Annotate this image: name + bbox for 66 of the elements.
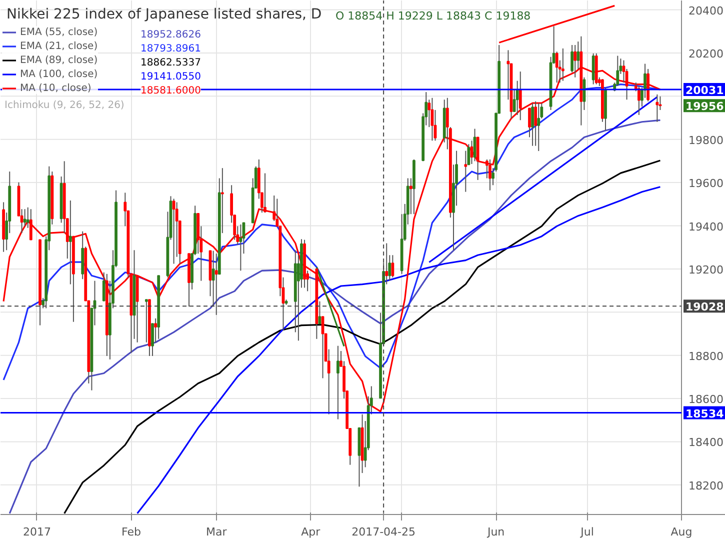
annotation: Ichimoku (9, 26, 52, 26) [4,100,124,111]
candlestick [656,94,659,122]
annotation: 18862.5337 [140,58,201,68]
y-tick-label: 18800 [688,350,724,363]
x-tick-label: Jun [486,526,505,538]
candlestick [537,102,540,152]
legend-label: MA (100, close) [20,68,98,80]
candlestick [391,254,394,278]
annotation: 19956 [686,100,724,114]
candlestick [336,345,340,420]
candlestick [29,208,32,240]
x-tick-label: 2017 [22,526,51,538]
candlestick [518,71,522,121]
candlestick [637,86,640,116]
candlestick [154,318,157,343]
candlestick [385,242,388,285]
line-series [8,119,662,514]
ref-line-label: 19028 [686,300,724,314]
x-tick-label: Jul [580,526,594,538]
candlestick [264,172,266,214]
annotation: 19141.0550 [140,72,201,82]
y-tick-label: 18600 [688,393,724,406]
candlestick [26,206,30,228]
x-tick-label: Apr [301,526,321,538]
candlestick [144,299,148,343]
candlestick [220,168,224,234]
candlestick [68,200,72,285]
candlestick [23,208,26,227]
y-tick-label: 19600 [688,177,724,190]
annotation: 18581.6000 [140,86,201,96]
legend-label: MA (10, close) [20,82,92,94]
y-tick-label: 18200 [688,479,724,492]
candlestick [528,108,531,138]
annotation: O 18854 H 19229 L 18843 C 19188 [336,10,531,22]
legend-label: EMA (21, close) [20,40,98,52]
annotation: 18952.8626 [140,30,201,40]
y-tick-label: 20400 [688,4,724,18]
x-tick-label: Feb [121,526,141,538]
candlestick [318,300,322,324]
ref-line-label: 2017-04-25 [352,526,416,538]
candlestick [409,178,412,215]
candlestick [239,224,242,272]
line-series [64,160,662,514]
x-tick-label: Mar [206,526,228,538]
y-tick-label: 20200 [688,47,724,60]
candlestick [488,158,492,191]
candlestick [531,102,534,146]
y-tick-label: 18400 [688,436,724,450]
candlestick [576,41,580,70]
ref-line-label: 20031 [686,84,724,97]
y-tick-label: 19800 [688,134,724,147]
legend-label: EMA (55, close) [20,26,98,38]
candlestick [516,80,519,116]
y-tick-label: 19200 [688,263,724,276]
candlestick [172,198,176,264]
candlestick [464,150,468,192]
candlestick [102,272,106,302]
text: Nikkei 225 index of Japanese listed shares, D [6,6,322,22]
ref-line-label: 18534 [686,407,724,420]
annotation: 18793.8961 [140,44,201,54]
y-tick-label: 19400 [688,220,724,234]
candlestick [214,253,218,316]
x-tick-label: Aug [670,526,692,538]
candlestick [616,55,620,87]
legend-label: EMA (89, close) [20,54,98,66]
candlestick [592,52,595,85]
